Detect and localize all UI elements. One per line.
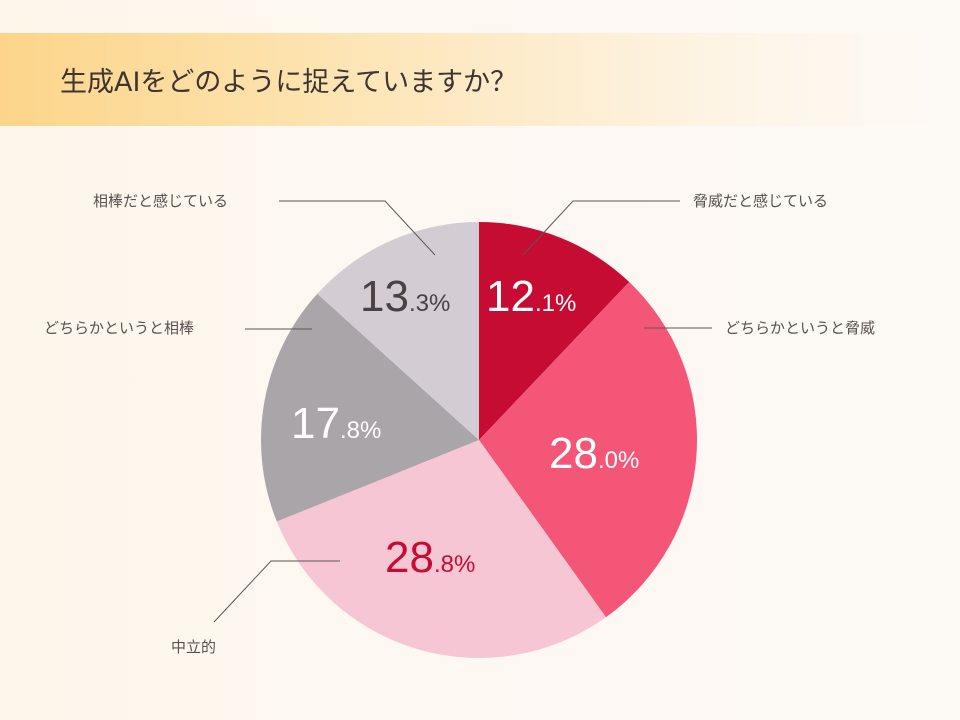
leader-line-neutral [213, 560, 340, 623]
label-neutral: 中立的 [171, 638, 217, 656]
value-neutral: 28.8% [385, 533, 476, 582]
value-threat: 12.1% [486, 272, 577, 321]
label-partner: 相棒だと感じている [93, 192, 229, 210]
label-somewhat-partner: どちらかというと相棒 [44, 319, 195, 337]
chart-title: 生成AIをどのように捉えていますか？ [60, 67, 518, 98]
slice-somewhat-partner [260, 293, 479, 522]
value-partner: 13.3% [360, 272, 451, 321]
leader-line-partner [279, 200, 436, 256]
slice-neutral [276, 440, 606, 659]
title-banner [0, 33, 960, 126]
leader-line-threat [522, 200, 680, 256]
label-somewhat-threat: どちらかというと脅威 [725, 319, 876, 337]
label-threat: 脅威だと感じている [693, 192, 829, 210]
value-somewhat-threat: 28.0% [549, 429, 640, 478]
slice-threat [479, 222, 630, 440]
slice-partner [317, 222, 479, 440]
value-somewhat-partner: 17.8% [291, 399, 382, 448]
slice-somewhat-threat [479, 282, 698, 618]
